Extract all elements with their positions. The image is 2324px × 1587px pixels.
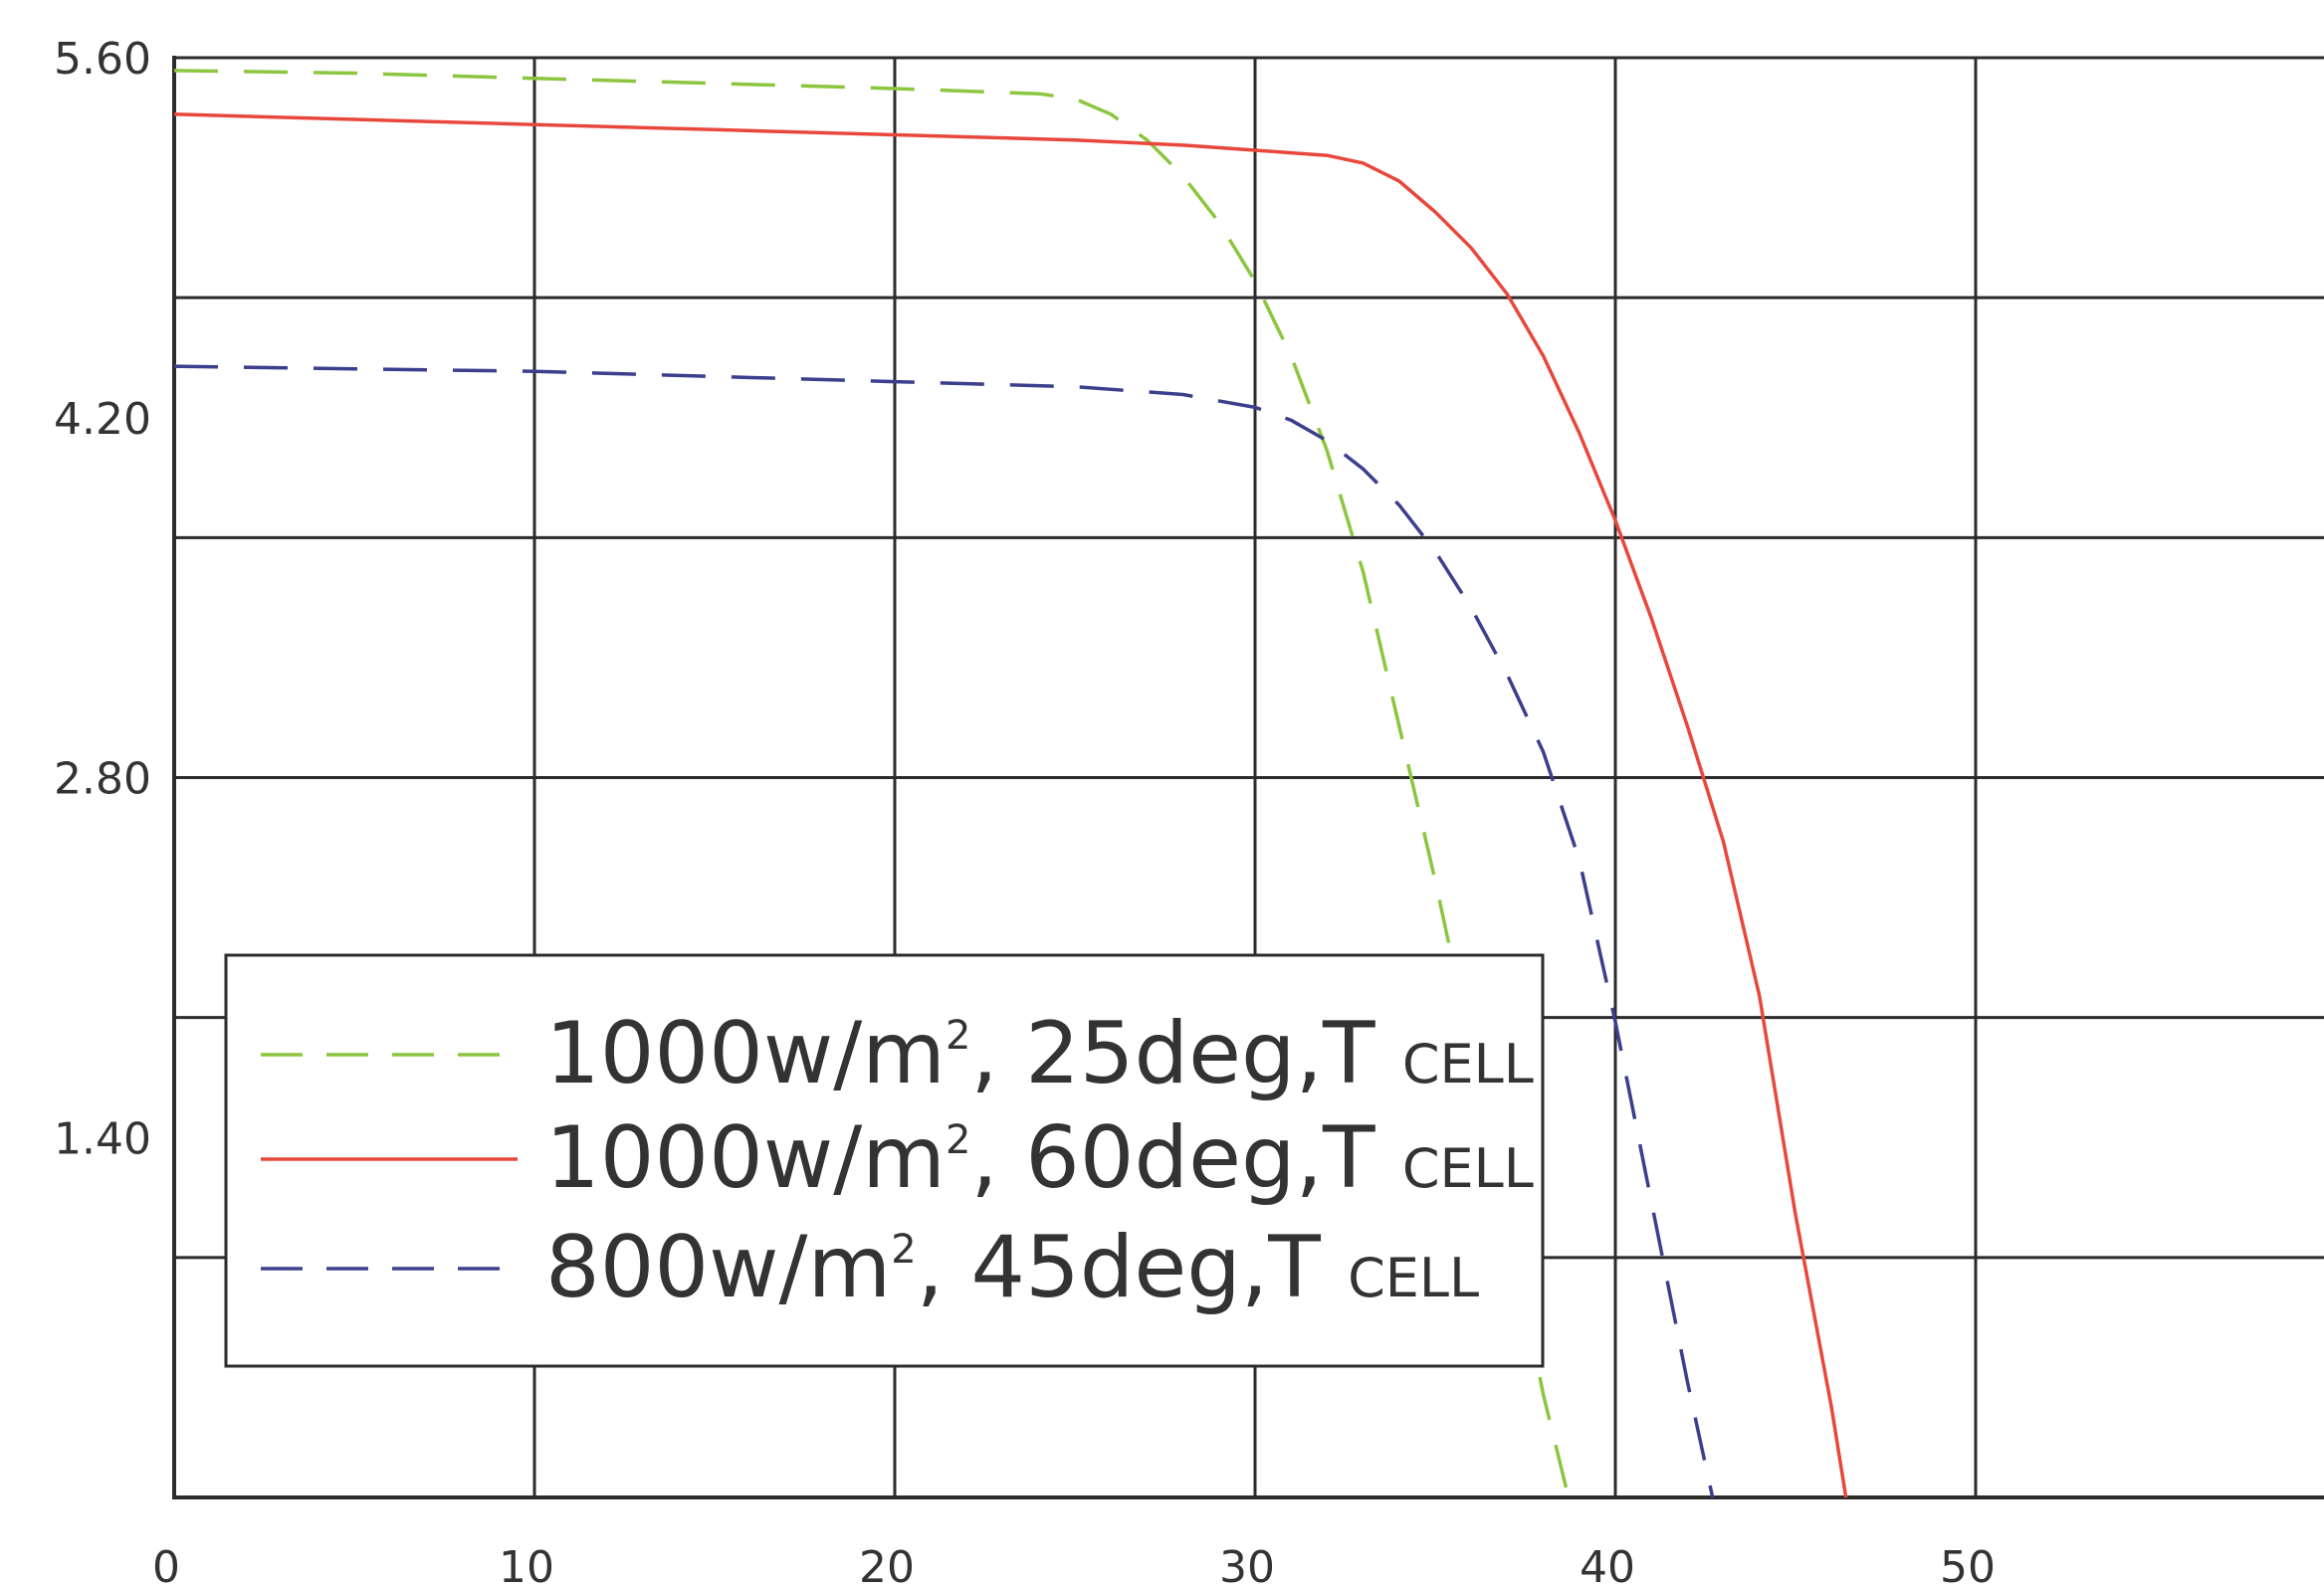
- y-tick-label: 2.80: [54, 754, 151, 805]
- legend-label-1: 1000w/m2, 25deg,T CELL: [545, 1004, 1534, 1103]
- axes: [172, 56, 2324, 1499]
- x-tick-label: 20: [859, 1542, 915, 1587]
- legend-label-2: 1000w/m2, 60deg,T CELL: [545, 1108, 1534, 1208]
- series-line-2: [173, 112, 1848, 1498]
- x-tick-label: 50: [1940, 1542, 1996, 1587]
- x-tick-label: 40: [1580, 1542, 1635, 1587]
- y-tick-label: 1.40: [54, 1113, 151, 1164]
- x-tick-label: 0: [152, 1542, 180, 1587]
- y-tick-label: 5.60: [54, 34, 151, 85]
- series-line-3: [173, 364, 1715, 1498]
- y-tick-label: 4.20: [54, 394, 151, 445]
- x-tick-label: 30: [1219, 1542, 1275, 1587]
- tick-labels: 0 10 20 30 40 50 5.60 4.20 2.80 1.40: [54, 34, 1996, 1587]
- x-tick-label: 10: [499, 1542, 554, 1587]
- legend-label-3: 800w/m2, 45deg,T CELL: [545, 1218, 1479, 1317]
